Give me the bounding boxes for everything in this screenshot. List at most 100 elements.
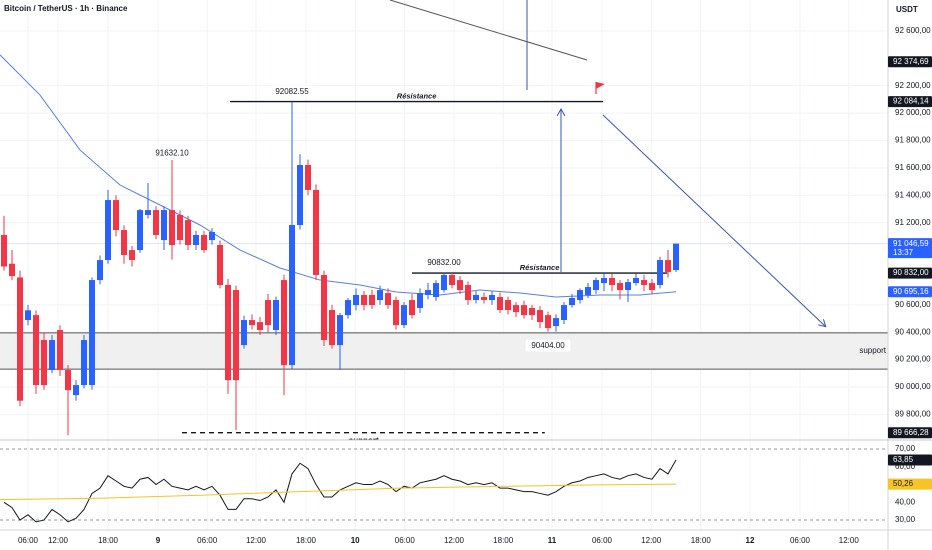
- candle-body: [89, 280, 95, 386]
- currency-label: USDT: [896, 5, 918, 14]
- y-tick-label: 91 200,00: [895, 218, 931, 227]
- candle-body: [465, 284, 471, 301]
- price-tag-label: 90 695,16: [893, 287, 929, 296]
- y-tick-label: 92 200,00: [895, 81, 931, 90]
- candle-body: [41, 340, 47, 386]
- x-tick-label: 06:00: [592, 536, 613, 545]
- price-tag: [888, 427, 932, 439]
- candle-body: [353, 294, 359, 306]
- candle-body: [401, 305, 407, 326]
- x-tick-label: 12:00: [48, 536, 69, 545]
- x-tick-label: 12:00: [444, 536, 465, 545]
- candle-body: [489, 294, 495, 301]
- candle-body: [57, 330, 63, 371]
- x-tick-label: 06:00: [18, 536, 39, 545]
- candle-body: [601, 277, 607, 284]
- candle-body: [529, 307, 535, 316]
- x-tick-label: 18:00: [493, 536, 514, 545]
- annotation-label: 90404.00: [531, 341, 565, 350]
- candle-body: [129, 250, 135, 261]
- candle-body: [169, 210, 175, 245]
- candle-body: [321, 274, 327, 341]
- x-tick-label: 12:00: [839, 536, 860, 545]
- price-tag: [888, 478, 932, 490]
- price-tag-label: 63,85: [893, 455, 914, 464]
- y-tick-label: 89 800,00: [895, 410, 931, 419]
- candle-body: [329, 310, 335, 346]
- candle-body: [65, 370, 71, 391]
- annotation-label: 90832.00: [427, 258, 461, 267]
- candle-body: [545, 315, 551, 329]
- annotation-box: [149, 147, 195, 160]
- x-tick-label: 12: [746, 536, 755, 545]
- x-tick-label: 06:00: [197, 536, 218, 545]
- candle-body: [185, 220, 191, 245]
- candle-body: [225, 284, 231, 381]
- arrow-down: [602, 114, 825, 326]
- resistance-label: Résistance: [397, 92, 437, 101]
- candle-body: [25, 310, 31, 321]
- x-tick-label: 18:00: [296, 536, 317, 545]
- candle-body: [105, 200, 111, 261]
- candle-body: [377, 290, 383, 301]
- candle-body: [553, 318, 559, 327]
- rsi-pane: [0, 440, 888, 530]
- flag: [596, 82, 605, 89]
- rsi-tick-label: 60,00: [895, 462, 916, 471]
- price-tag-label: 89 666,28: [893, 428, 929, 437]
- candle-body: [449, 274, 455, 285]
- support-label: support: [859, 346, 886, 355]
- candle-body: [137, 210, 143, 251]
- price-tag: [888, 56, 932, 68]
- candle-body: [73, 385, 79, 396]
- candle-body: [441, 274, 447, 291]
- price-tag: [888, 96, 932, 108]
- y-tick-label: 91 800,00: [895, 136, 931, 145]
- candle-body: [161, 210, 167, 241]
- candle-body: [649, 283, 655, 291]
- candle-body: [17, 277, 23, 401]
- candle-body: [521, 305, 527, 316]
- axes: 06:00 12:00 18:00 9 06:00 12:00 18:00 10 06:00 12…: [18, 26, 932, 545]
- annotation-label: 91632.10: [155, 149, 189, 158]
- candle-body: [33, 315, 39, 386]
- x-tick-label: 06:00: [790, 536, 811, 545]
- candle-body: [561, 305, 567, 321]
- y-tick-label: 92 000,00: [895, 108, 931, 117]
- price-tag: [888, 454, 932, 466]
- candle-body: [473, 294, 479, 301]
- annotation-box: [269, 85, 315, 98]
- y-tick-label: 92 600,00: [895, 26, 931, 35]
- candle-body: [497, 297, 503, 311]
- candle-body: [417, 293, 423, 308]
- candle-body: [369, 294, 375, 306]
- candle-body: [145, 210, 151, 216]
- candle-body: [513, 305, 519, 313]
- trend-line: [389, 0, 588, 61]
- candle-body: [305, 165, 311, 190]
- candle-body: [625, 282, 631, 291]
- support-zone: [0, 332, 888, 370]
- price-tag-label: 90 832,00: [893, 268, 929, 277]
- y-tick-label: 91 600,00: [895, 163, 931, 172]
- candle-body: [313, 189, 319, 275]
- candle-body: [249, 320, 255, 326]
- candle-body: [481, 297, 487, 301]
- candle-body: [273, 300, 279, 331]
- candle-body: [457, 280, 463, 291]
- candle-body: [361, 294, 367, 306]
- x-tick-label: 11: [548, 536, 557, 545]
- candle-body: [97, 260, 103, 281]
- candle-body: [385, 293, 391, 306]
- candle-body: [577, 290, 583, 301]
- x-tick-label: 06:00: [395, 536, 416, 545]
- candle-body: [633, 277, 639, 284]
- y-tick-label: 90 000,00: [895, 382, 931, 391]
- candle-body: [345, 300, 351, 316]
- candle-body: [81, 340, 87, 386]
- drawings: [389, 0, 825, 326]
- price-pane: support support Résistance Résistance 91632.…: [0, 0, 888, 440]
- candle-body: [49, 340, 55, 371]
